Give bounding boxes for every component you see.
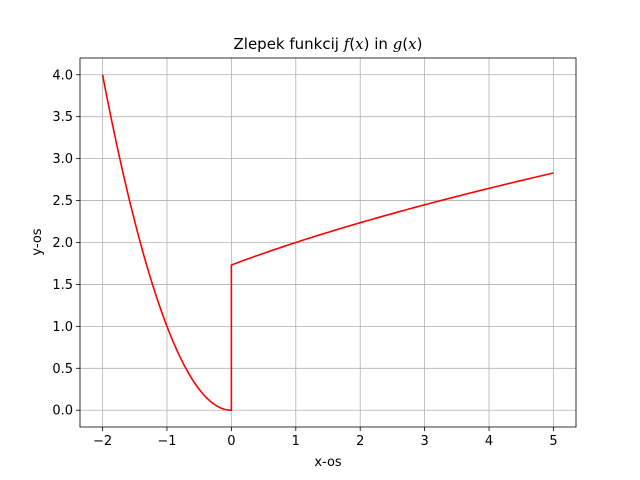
chart-title: Zlepek funkcij f(x) in g(x) [234,35,423,53]
x-tick-label: 2 [356,434,364,449]
y-axis-label: y-os [30,228,45,255]
x-tick-label: 3 [420,434,428,449]
title-text-1: Zlepek funkcij [234,35,344,53]
x-tick-label: 5 [549,434,557,449]
y-tick-label: 0.0 [52,404,73,419]
y-tick-label: 1.5 [52,278,73,293]
y-tick-label: 2.0 [52,236,73,251]
title-var-x-2: x [408,35,417,53]
title-text-2: in [369,35,392,53]
x-tick-label: −2 [93,434,112,449]
title-paren-close-2: ) [417,35,423,53]
y-tick-label: 1.0 [52,320,73,335]
title-paren-open-2: ( [402,35,408,53]
x-tick-label: 4 [485,434,493,449]
y-tick-label: 3.0 [52,152,73,167]
title-var-x-1: x [355,35,364,53]
x-tick-label: 1 [292,434,300,449]
axis-ticks: −2 −1 0 1 2 3 4 5 0.0 0.5 1.0 1.5 2.0 2.5 3.0 3.5 4.0 [52,68,557,449]
x-axis-label: x-os [314,455,342,470]
x-tick-label: 0 [227,434,235,449]
title-var-g: g [393,35,403,53]
grid [80,58,576,427]
y-tick-label: 0.5 [52,362,73,377]
plot-lines [101,74,554,412]
y-tick-label: 2.5 [52,194,73,209]
y-tick-label: 3.5 [52,110,73,125]
title-paren-open-1: ( [349,35,355,53]
title-var-f: f [343,35,352,53]
x-tick-label: −1 [157,434,176,449]
y-tick-label: 4.0 [52,68,73,83]
title-paren-close-1: ) [364,35,370,53]
series-line [101,74,554,412]
